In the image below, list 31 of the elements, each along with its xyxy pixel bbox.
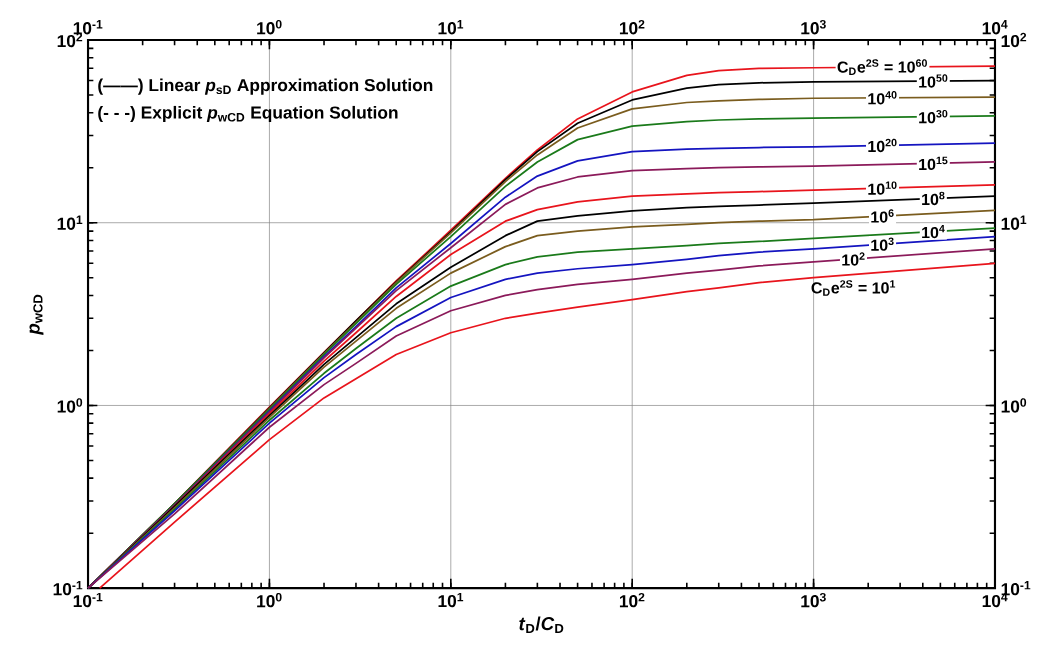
series-label: 10$^{15}$	[919, 156, 948, 170]
text: 10$^{0}$	[257, 592, 282, 608]
annotation: (——) Linear p$_{sD}$ Approximation Solution	[98, 78, 433, 95]
text: 10$^{2}$	[1001, 32, 1027, 48]
series-label: 10$^{8}$	[922, 191, 945, 206]
x-tick-label: 10$^{4}$	[982, 19, 1008, 35]
series-label: 10$^{40}$	[868, 91, 897, 105]
series-label: 10$^{50}$	[919, 74, 948, 88]
series-label: 10$^{6}$	[871, 209, 894, 223]
text: 10$^{2}$	[619, 592, 645, 608]
annotation: (- - -) Explicit p$_{wCD}$ Equation Solution	[98, 105, 398, 122]
x-tick-label: 10$^{2}$	[619, 19, 645, 35]
text: 10$^{1}$	[1001, 215, 1027, 230]
text: 10$^{0}$	[1001, 398, 1027, 413]
text: 10$^{3}$	[801, 592, 826, 608]
x-tick-label: 10$^{3}$	[801, 19, 826, 35]
x-tick-label: 10$^{0}$	[257, 19, 282, 35]
series-label: 10$^{10}$	[868, 181, 897, 195]
y-axis-title: p$_{wCD}$	[29, 294, 44, 335]
series-label: 10$^{2}$	[842, 252, 865, 266]
x-tick-label: 10$^{1}$	[438, 19, 464, 35]
series-label: 10$^{30}$	[919, 109, 948, 124]
series-label: C$_{D}$e$^{2S}$ = 10$^{60}$	[837, 59, 927, 75]
series-label: C$_{D}$e$^{2S}$ = 10$^{1}$	[811, 280, 896, 296]
series-label: 10$^{3}$	[871, 237, 894, 251]
text: 10$^{1}$	[438, 592, 464, 608]
y-tick-label: 10$^{0}$	[57, 398, 83, 413]
y-tick-label: 10$^{1}$	[57, 215, 83, 230]
x-axis-title: t$_{D}$/C$_{D}$	[519, 616, 564, 633]
series-label: 10$^{4}$	[922, 224, 945, 239]
series-label: 10$^{20}$	[868, 138, 897, 153]
